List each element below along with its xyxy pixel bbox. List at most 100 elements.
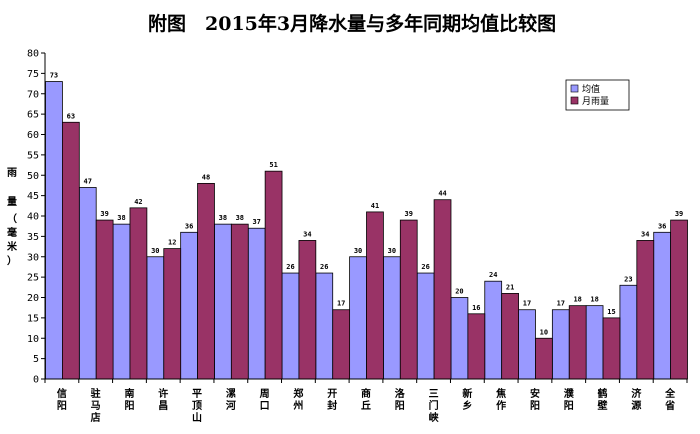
bar-mean (382, 256, 401, 380)
y-axis-label-char: ） (7, 254, 17, 267)
category-label: 三门峡 (429, 388, 439, 424)
bar-mean (518, 309, 536, 380)
bar-value-label: 42 (134, 198, 142, 206)
category-label-char: 阳 (124, 400, 134, 412)
value-labels: 73 47 38 30 36 38 37 26 26 30 30 26 20 24 17 17 18 23 36 63… (50, 72, 684, 337)
bar-mean (315, 272, 334, 380)
bar-value-label: 36 (658, 222, 666, 230)
y-axis-label-char: 毫 (7, 226, 17, 239)
category-label-char: 顶 (192, 400, 202, 412)
bar-value-label: 47 (84, 177, 92, 185)
bar-value-label: 26 (286, 263, 294, 271)
bar-value-label: 17 (337, 300, 345, 308)
category-label: 郑州 (292, 387, 303, 412)
bar-value-label: 63 (67, 112, 75, 120)
category-label-char: 河 (226, 400, 236, 412)
bar-value-label: 23 (624, 275, 632, 283)
bar-value-label: 38 (117, 214, 125, 222)
category-label: 新乡 (462, 387, 472, 412)
category-label-char: 阳 (530, 400, 540, 412)
category-label-char: 鹤 (597, 387, 608, 400)
category-label-char: 阳 (395, 400, 405, 412)
bar-mean (416, 272, 435, 380)
y-tick-label: 45 (27, 191, 39, 202)
bar-monthly (501, 293, 519, 380)
bar-value-label: 20 (455, 288, 463, 296)
category-label-char: 峡 (429, 411, 439, 424)
bar-value-label: 39 (675, 210, 683, 218)
bar-monthly (433, 199, 452, 380)
category-label: 济源 (631, 387, 642, 412)
bar-mean (78, 187, 97, 380)
bar-value-label: 30 (354, 247, 362, 255)
y-axis-label-char: （ (7, 212, 17, 225)
y-axis-ticks: 0 5 10 15 20 25 30 35 40 45 50 55 60 65 70 75 80 (27, 49, 45, 386)
bar-value-label: 26 (421, 263, 429, 271)
bar-value-label: 15 (607, 308, 615, 316)
category-label-char: 作 (496, 399, 506, 412)
bar-mean (484, 280, 503, 380)
bar-monthly (636, 240, 655, 380)
bar-monthly (95, 219, 114, 380)
category-label-char: 三 (429, 388, 439, 400)
category-label: 信阳 (57, 387, 67, 412)
category-label-char: 壁 (598, 399, 608, 412)
category-label-char: 南 (124, 387, 134, 400)
y-tick-label: 30 (27, 252, 39, 263)
bar-value-label: 34 (303, 230, 311, 238)
category-label: 全省 (664, 387, 676, 412)
bar-monthly (670, 219, 688, 380)
category-label: 安阳 (530, 387, 540, 412)
bars (45, 81, 688, 380)
bar-value-label: 26 (320, 263, 328, 271)
category-label-char: 省 (664, 399, 675, 412)
y-tick-label: 20 (27, 293, 39, 304)
category-label-char: 山 (192, 411, 202, 424)
category-label-char: 丘 (361, 400, 371, 412)
bar-mean (551, 309, 570, 380)
category-label-char: 信 (57, 387, 67, 400)
category-label-char: 商 (361, 387, 371, 400)
bar-value-label: 30 (388, 247, 396, 255)
category-label: 南阳 (124, 387, 134, 412)
category-label-char: 封 (327, 399, 337, 412)
category-label-char: 店 (91, 411, 101, 424)
category-label-char: 郑 (293, 387, 303, 400)
chart-title-prefix: 附图 (148, 12, 186, 35)
bar-mean (585, 305, 604, 380)
bar-value-label: 30 (151, 247, 159, 255)
bar-value-label: 41 (371, 202, 379, 210)
bar-mean (146, 256, 165, 380)
bar-mean (112, 223, 131, 380)
category-label: 周口 (260, 388, 270, 412)
bar-monthly (568, 305, 587, 380)
bar-mean (45, 81, 63, 380)
bar-value-label: 48 (202, 173, 210, 181)
category-label-char: 源 (631, 399, 641, 412)
category-label-char: 开 (327, 388, 337, 400)
category-label: 商丘 (361, 387, 371, 412)
bar-value-label: 39 (100, 210, 108, 218)
bar-value-label: 24 (489, 271, 497, 279)
bar-mean (180, 231, 198, 380)
category-label-char: 门 (429, 399, 439, 412)
y-axis-label-char: 米 (7, 240, 18, 253)
category-label-char: 洛 (395, 387, 406, 400)
y-tick-label: 55 (27, 150, 39, 161)
category-label-char: 驻 (91, 387, 101, 400)
y-axis-label-char: 量 (7, 195, 17, 208)
bar-value-label: 36 (185, 222, 193, 230)
y-tick-label: 10 (27, 334, 39, 345)
category-label-char: 口 (260, 401, 270, 412)
bar-mean (247, 227, 266, 380)
axes (44, 53, 688, 383)
bar-value-label: 73 (50, 72, 58, 80)
category-label: 平顶山 (192, 388, 202, 424)
y-tick-label: 25 (27, 273, 39, 284)
bar-monthly (332, 309, 351, 380)
bar-monthly (467, 313, 486, 380)
bar-monthly (163, 248, 182, 380)
category-label-char: 漯 (226, 387, 236, 400)
category-label-char: 乡 (462, 399, 472, 412)
